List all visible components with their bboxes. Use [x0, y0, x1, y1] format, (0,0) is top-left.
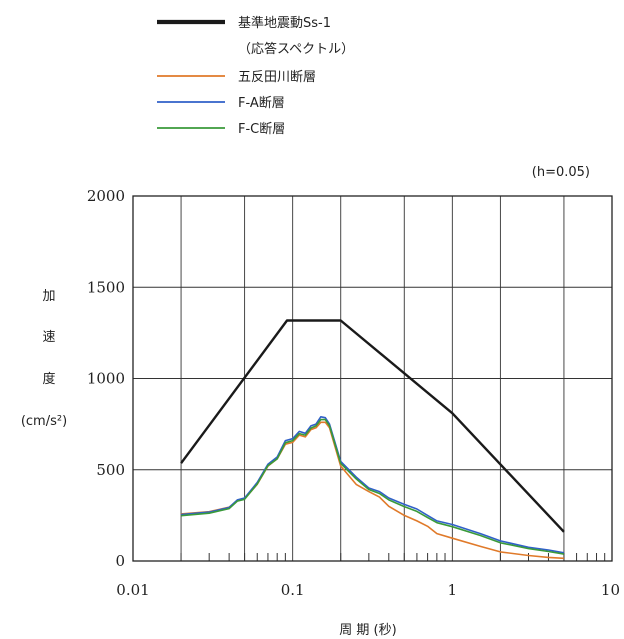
y-tick-label: 1500	[87, 278, 125, 296]
legend-label: （応答スペクトル）	[238, 41, 354, 57]
y-axis-label-line: (cm/s²)	[21, 414, 67, 429]
legend: 基準地震動Ss-1 （応答スペクトル） 五反田川断層 F-A断層 F-C断層	[157, 15, 354, 137]
y-axis-label: 加速度 (cm/s²)	[21, 289, 67, 429]
x-tick-labels: 0.01 0.1 1 10	[116, 581, 620, 599]
y-tick-label: 0	[115, 552, 125, 570]
series-line	[181, 415, 565, 554]
y-tick-labels: 0 500 1000 1500 2000	[87, 187, 125, 570]
y-axis-label-line: 加	[42, 289, 55, 304]
x-tick-label: 0.1	[281, 581, 305, 599]
series-line	[181, 418, 565, 555]
legend-label: F-A断層	[238, 96, 285, 111]
y-tick-label: 1000	[87, 370, 125, 388]
legend-label: 五反田川断層	[238, 70, 316, 85]
minor-ticks	[180, 553, 606, 561]
series-line	[180, 319, 565, 533]
y-tick-label: 500	[96, 461, 125, 479]
y-axis-label-line: 度	[42, 371, 55, 387]
damping-annotation: (h=0.05)	[532, 165, 590, 180]
x-tick-label: 0.01	[116, 581, 149, 599]
x-axis-label: 周 期 (秒)	[339, 623, 396, 638]
legend-label: F-C断層	[238, 122, 285, 137]
series-group	[180, 319, 565, 560]
y-tick-label: 2000	[87, 187, 125, 205]
x-tick-label: 1	[448, 581, 458, 599]
legend-label: 基準地震動Ss-1	[238, 15, 331, 31]
plot-frame	[132, 195, 613, 562]
y-axis-label-line: 速	[42, 330, 55, 345]
x-tick-label: 10	[601, 581, 620, 599]
